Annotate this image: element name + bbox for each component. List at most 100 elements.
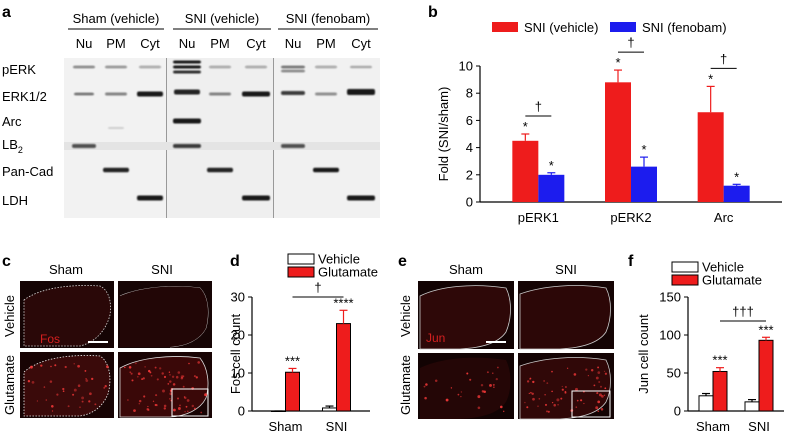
stain-spot	[159, 367, 162, 370]
y-tick-label: 10	[231, 366, 245, 381]
micrograph-c-sni-glutamate	[118, 352, 212, 418]
stain-spot	[130, 372, 133, 375]
stain-spot	[553, 403, 556, 407]
panel-label-e: e	[398, 253, 407, 270]
blot-band	[103, 167, 129, 173]
stain-spot	[168, 371, 171, 373]
stain-spot	[590, 369, 594, 372]
y-tick-label: 150	[659, 290, 681, 305]
stain-spot	[144, 366, 146, 368]
stain-spot	[104, 384, 107, 388]
stain-spot	[576, 399, 579, 402]
y-tick-label: 0	[238, 404, 245, 419]
stain-spot	[460, 391, 463, 393]
y-tick-label: 0	[466, 195, 473, 210]
stain-spot	[176, 397, 180, 400]
significance-star: ***	[712, 353, 727, 368]
blot-band	[173, 118, 201, 124]
blot-membrane-sni-vehicle	[167, 58, 273, 218]
stain-spot	[169, 380, 172, 383]
stain-spot	[526, 380, 530, 383]
legend-swatch	[671, 261, 699, 273]
stain-spot	[598, 381, 601, 383]
stain-spot	[81, 400, 84, 403]
blot-row-label-ldh: LDH	[2, 193, 28, 208]
blot-band	[347, 89, 375, 95]
stain-spot	[72, 393, 75, 396]
bar	[285, 371, 300, 412]
stain-spot	[141, 378, 144, 381]
micrograph-c-sham-vehicle	[20, 281, 114, 348]
stain-spot	[103, 387, 106, 389]
stain-spot	[580, 399, 583, 402]
stain-spot	[81, 396, 85, 400]
stain-spot	[547, 410, 550, 413]
stain-spot	[155, 394, 158, 397]
micrograph-e-sni-glutamate	[518, 353, 614, 420]
stain-spot	[566, 367, 569, 369]
stain-spot	[532, 397, 535, 401]
blot-band	[105, 65, 127, 69]
bar	[758, 339, 774, 412]
y-axis-label: Fold (SNI/sham)	[436, 87, 451, 182]
stain-spot	[585, 368, 588, 371]
bar	[723, 185, 750, 202]
legend-label: Glutamate	[318, 265, 378, 280]
bar	[698, 395, 714, 412]
micro-e-col-sham: Sham	[449, 262, 483, 277]
bar	[697, 112, 724, 202]
blot-fraction-label: PM	[210, 36, 230, 51]
blot-band	[281, 91, 305, 95]
stain-spot	[526, 406, 529, 409]
blot-band	[281, 69, 305, 73]
stain-spot	[486, 371, 489, 374]
blot-fraction-label: Cyt	[140, 36, 160, 51]
stain-spot	[593, 384, 596, 387]
significance-star: ***	[758, 322, 773, 337]
dagger-mark: †	[314, 280, 321, 295]
stain-spot	[94, 403, 97, 406]
bar	[605, 82, 631, 202]
stain-spot	[551, 390, 553, 393]
dagger-mark: †	[535, 99, 542, 114]
stain-spot	[77, 364, 80, 368]
blot-fraction-label: Cyt	[351, 36, 371, 51]
stain-spot	[604, 387, 607, 390]
blot-band	[74, 92, 94, 96]
stain-spot	[135, 362, 137, 365]
blot-row-label-erk12: ERK1/2	[2, 89, 47, 104]
panel-label-f: f	[628, 253, 634, 270]
stain-spot	[175, 375, 179, 379]
stain-spot	[495, 377, 498, 381]
stain-spot	[529, 377, 532, 380]
stain-spot	[564, 385, 567, 389]
stain-spot	[156, 378, 159, 381]
stain-spot	[73, 388, 77, 392]
stain-spot	[49, 380, 53, 383]
stain-spot	[557, 403, 559, 406]
stain-spot	[600, 408, 604, 411]
significance-star: *	[708, 71, 713, 86]
legend-swatch	[287, 266, 315, 278]
stain-spot	[85, 378, 87, 380]
blot-fraction-label: Nu	[179, 36, 196, 51]
blot-membrane-sham	[64, 58, 166, 218]
stain-spot	[169, 374, 171, 376]
stain-spot	[124, 366, 126, 369]
blot-band	[242, 195, 270, 201]
blot-band	[347, 195, 375, 201]
blot-band	[281, 144, 305, 148]
stain-spot	[183, 396, 186, 398]
stain-spot	[499, 405, 503, 409]
legend-swatch	[492, 22, 518, 32]
micrograph-e-sham-glutamate	[418, 353, 514, 419]
micro-c-col-sham: Sham	[49, 262, 83, 277]
stain-spot	[146, 407, 149, 411]
stain-spot	[64, 365, 67, 369]
stain-spot	[50, 365, 52, 368]
stain-spot	[603, 370, 606, 373]
stain-spot	[587, 374, 590, 377]
stain-spot	[528, 392, 530, 395]
blot-row-label-arc: Arc	[2, 114, 22, 129]
stain-spot	[604, 372, 608, 375]
